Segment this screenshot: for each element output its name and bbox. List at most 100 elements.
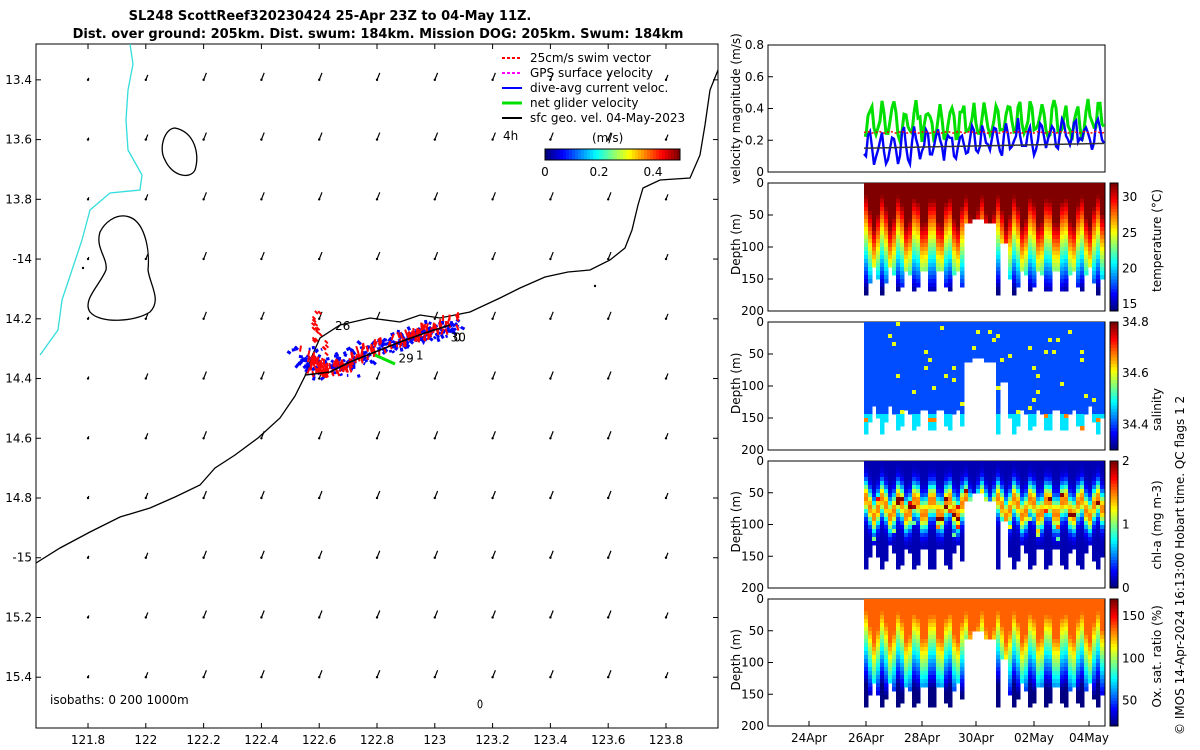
heatmap-cell xyxy=(864,263,869,268)
heatmap-cell xyxy=(1084,255,1089,260)
heatmap-cell xyxy=(1052,239,1057,244)
colorbar-cell xyxy=(1110,218,1118,222)
velocity-arrow-head xyxy=(260,78,263,82)
heatmap-cell xyxy=(916,231,921,236)
colorbar-label: temperature (°C) xyxy=(1150,189,1164,292)
heatmap-cell xyxy=(1068,207,1073,212)
heatmap-cell xyxy=(1096,378,1101,383)
heatmap-cell xyxy=(948,287,953,292)
heatmap-cell xyxy=(1016,243,1021,248)
heatmap-cell xyxy=(1100,350,1105,355)
heatmap-cell xyxy=(1096,227,1101,232)
heatmap-cell xyxy=(916,358,921,363)
heatmap-cell xyxy=(1020,366,1025,371)
swim-vector xyxy=(355,345,360,353)
heatmap-cell xyxy=(996,390,1001,395)
heatmap-cell xyxy=(880,541,885,546)
heatmap-cell xyxy=(928,485,933,490)
swim-vector xyxy=(321,368,326,373)
heatmap-cell xyxy=(1092,354,1097,359)
heatmap-cell xyxy=(1100,501,1105,506)
heatmap-cell xyxy=(872,370,877,375)
heatmap-cell xyxy=(876,509,881,514)
velocity-arrow-head xyxy=(260,437,263,440)
heatmap-cell xyxy=(1084,219,1089,224)
heatmap-cell xyxy=(884,525,889,530)
heatmap-cell xyxy=(1012,545,1017,550)
heatmap-cell xyxy=(1012,378,1017,383)
heatmap-cell xyxy=(1000,322,1005,327)
heatmap-cell xyxy=(920,263,925,268)
heatmap-cell xyxy=(892,537,897,542)
heatmap-cell xyxy=(976,473,981,478)
heatmap-cell xyxy=(924,247,929,252)
heatmap-cell xyxy=(1092,279,1097,284)
heatmap-cell xyxy=(1092,231,1097,236)
heatmap-cell xyxy=(944,513,949,518)
heatmap-cell xyxy=(912,410,917,415)
heatmap-cell xyxy=(888,350,893,355)
heatmap-cell xyxy=(1072,350,1077,355)
heatmap-cell xyxy=(976,465,981,470)
heatmap-cell xyxy=(1088,187,1093,192)
heatmap-cell xyxy=(996,215,1001,220)
heatmap-cell xyxy=(1008,362,1013,367)
swim-vector xyxy=(320,357,326,362)
heatmap-cell xyxy=(944,398,949,403)
heatmap-cell xyxy=(996,521,1001,526)
colorbar-cell xyxy=(668,149,672,160)
heatmap-cell xyxy=(952,199,957,204)
colorbar-cell xyxy=(1110,285,1118,290)
current-vector xyxy=(356,339,362,346)
heatmap-cell xyxy=(1040,322,1045,327)
heatmap-cell xyxy=(1012,291,1017,296)
heatmap-cell xyxy=(1072,231,1077,236)
heatmap-cell xyxy=(1092,553,1097,558)
heatmap-cell xyxy=(904,350,909,355)
heatmap-cell xyxy=(1092,394,1097,399)
heatmap-cell xyxy=(948,330,953,335)
heatmap-cell xyxy=(936,251,941,256)
heatmap-cell xyxy=(952,394,957,399)
heatmap-cell xyxy=(880,422,885,427)
velocity-arrow-head xyxy=(202,676,205,679)
heatmap-cell xyxy=(1084,549,1089,554)
swim-vector xyxy=(312,353,317,359)
heatmap-cell xyxy=(1028,354,1033,359)
heatmap-cell xyxy=(1016,330,1021,335)
heatmap-cell xyxy=(924,183,929,188)
heatmap-cell xyxy=(928,422,933,427)
heatmap-cell xyxy=(932,469,937,474)
heatmap-cell xyxy=(1084,390,1089,395)
heatmap-cell xyxy=(1088,390,1093,395)
heatmap-cell xyxy=(1016,334,1021,339)
heatmap-cell xyxy=(1072,394,1077,399)
heatmap-cell xyxy=(1048,517,1053,522)
heatmap-cell xyxy=(1088,461,1093,466)
heatmap-cell xyxy=(1076,358,1081,363)
heatmap-cell xyxy=(1056,469,1061,474)
heatmap-cell xyxy=(920,525,925,530)
heatmap-cell xyxy=(1076,481,1081,486)
heatmap-cell xyxy=(1032,247,1037,252)
heatmap-cell xyxy=(1004,227,1009,232)
heatmap-cell xyxy=(1016,231,1021,236)
heatmap-cell xyxy=(1068,322,1073,327)
heatmap-cell xyxy=(892,370,897,375)
heatmap-cell xyxy=(952,529,957,534)
heatmap-cell xyxy=(1072,533,1077,538)
heatmap-cell xyxy=(932,283,937,288)
heatmap-cell xyxy=(1044,251,1049,256)
heatmap-cell xyxy=(1072,366,1077,371)
heatmap-cell xyxy=(1028,410,1033,415)
heatmap-cell xyxy=(908,382,913,387)
heatmap-cell xyxy=(1008,374,1013,379)
heatmap-cell xyxy=(924,346,929,351)
heatmap-cell xyxy=(1096,525,1101,530)
heatmap-cell xyxy=(1032,553,1037,558)
heatmap-cell xyxy=(996,263,1001,268)
heatmap-cell xyxy=(1092,203,1097,208)
heatmap-cell xyxy=(1088,330,1093,335)
heatmap-cell xyxy=(1064,283,1069,288)
heatmap-cell xyxy=(1024,346,1029,351)
